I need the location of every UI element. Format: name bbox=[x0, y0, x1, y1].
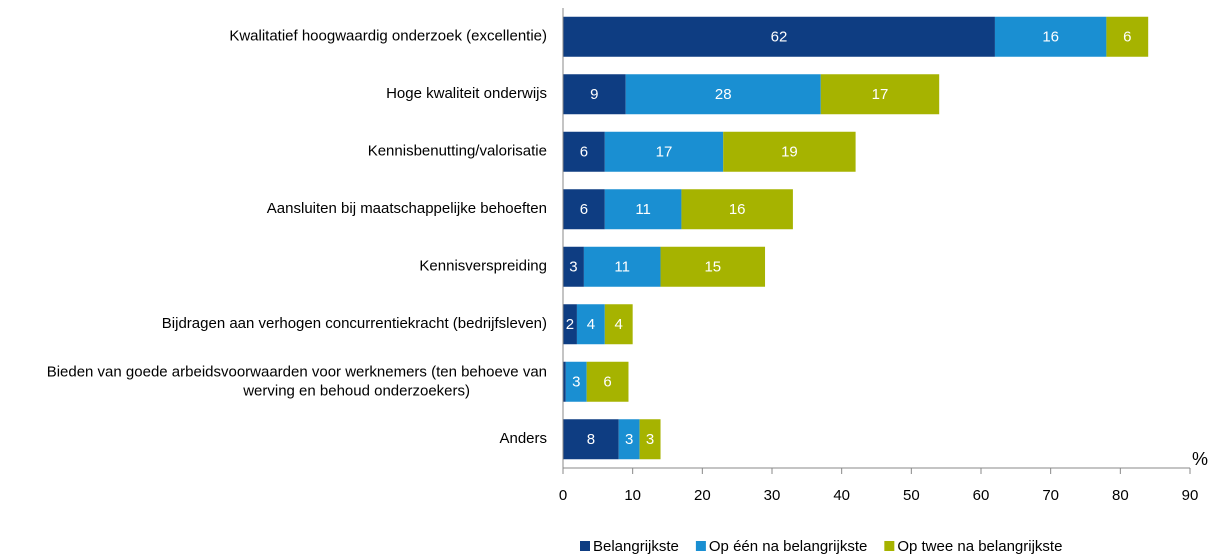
data-label: 16 bbox=[729, 201, 746, 218]
data-label: 28 bbox=[715, 86, 732, 103]
data-label: 3 bbox=[572, 374, 580, 391]
data-label: 6 bbox=[1123, 29, 1131, 46]
bar-segment bbox=[583, 246, 661, 287]
bar-segment bbox=[563, 419, 619, 460]
data-label: 9 bbox=[590, 86, 598, 103]
legend-label: Op twee na belangrijkste bbox=[897, 538, 1062, 555]
data-label: 6 bbox=[603, 374, 611, 391]
bar-segment bbox=[563, 16, 995, 57]
x-tick-label: 90 bbox=[1182, 487, 1199, 504]
bar-segment bbox=[604, 131, 724, 172]
bar-segment bbox=[563, 361, 566, 402]
bar-segment bbox=[563, 246, 584, 287]
bar-segment bbox=[604, 304, 633, 345]
data-label: 11 bbox=[635, 201, 651, 218]
x-tick-label: 30 bbox=[764, 487, 781, 504]
data-label: 11 bbox=[614, 259, 630, 276]
x-tick-label: 60 bbox=[973, 487, 990, 504]
data-label: 3 bbox=[625, 431, 633, 448]
legend-swatch bbox=[580, 541, 590, 551]
data-label: 19 bbox=[781, 144, 798, 161]
data-label: 6 bbox=[580, 201, 588, 218]
data-label: 2 bbox=[566, 316, 574, 333]
bar-segment bbox=[723, 131, 856, 172]
bar-segment bbox=[681, 189, 793, 230]
data-label: 16 bbox=[1042, 29, 1059, 46]
x-tick-label: 70 bbox=[1042, 487, 1059, 504]
bar-segment bbox=[565, 361, 587, 402]
bar-segment bbox=[563, 131, 605, 172]
data-label: 4 bbox=[615, 316, 623, 333]
bar-segment bbox=[618, 419, 640, 460]
x-tick-label: 20 bbox=[694, 487, 711, 504]
category-label: Hoge kwaliteit onderwijs bbox=[386, 85, 547, 102]
data-label: 17 bbox=[656, 144, 673, 161]
data-label: 3 bbox=[646, 431, 654, 448]
bar-segment bbox=[563, 74, 626, 115]
x-tick-label: 10 bbox=[624, 487, 641, 504]
bar-segment bbox=[1106, 16, 1149, 57]
bar-segment bbox=[586, 361, 629, 402]
bar-segment bbox=[660, 246, 766, 287]
bar-segment bbox=[576, 304, 605, 345]
bar-segment bbox=[820, 74, 940, 115]
data-label: 8 bbox=[587, 431, 595, 448]
category-label: Kennisverspreiding bbox=[419, 258, 547, 275]
legend-swatch bbox=[695, 541, 706, 551]
bar-segment bbox=[604, 189, 682, 230]
data-label: 3 bbox=[569, 259, 577, 276]
data-label: 4 bbox=[587, 316, 595, 333]
data-label: 17 bbox=[872, 86, 889, 103]
x-tick-label: 40 bbox=[833, 487, 850, 504]
category-label: Kwalitatief hoogwaardig onderzoek (excel… bbox=[229, 28, 547, 45]
bar-segment bbox=[994, 16, 1107, 57]
bar-segment bbox=[625, 74, 821, 115]
legend-swatch bbox=[884, 541, 895, 551]
legend-label: Belangrijkste bbox=[593, 538, 679, 555]
legend-label: Op één na belangrijkste bbox=[709, 538, 867, 555]
x-tick-label: 50 bbox=[903, 487, 920, 504]
x-axis-label: % bbox=[1192, 449, 1208, 469]
x-tick-label: 80 bbox=[1112, 487, 1129, 504]
data-label: 15 bbox=[704, 259, 721, 276]
category-label: Bijdragen aan verhogen concurrentiekrach… bbox=[162, 315, 547, 332]
x-tick-label: 0 bbox=[559, 487, 567, 504]
category-label: Aansluiten bij maatschappelijke behoefte… bbox=[267, 200, 547, 217]
bar-segment bbox=[563, 189, 605, 230]
category-label: Bieden van goede arbeidsvoorwaarden voor… bbox=[47, 363, 547, 399]
data-label: 62 bbox=[771, 29, 788, 46]
data-label: 6 bbox=[580, 144, 588, 161]
category-label: Anders bbox=[499, 430, 547, 447]
bar-segment bbox=[563, 304, 577, 345]
category-label: Kennisbenutting/valorisatie bbox=[368, 143, 547, 160]
bar-segment bbox=[639, 419, 661, 460]
